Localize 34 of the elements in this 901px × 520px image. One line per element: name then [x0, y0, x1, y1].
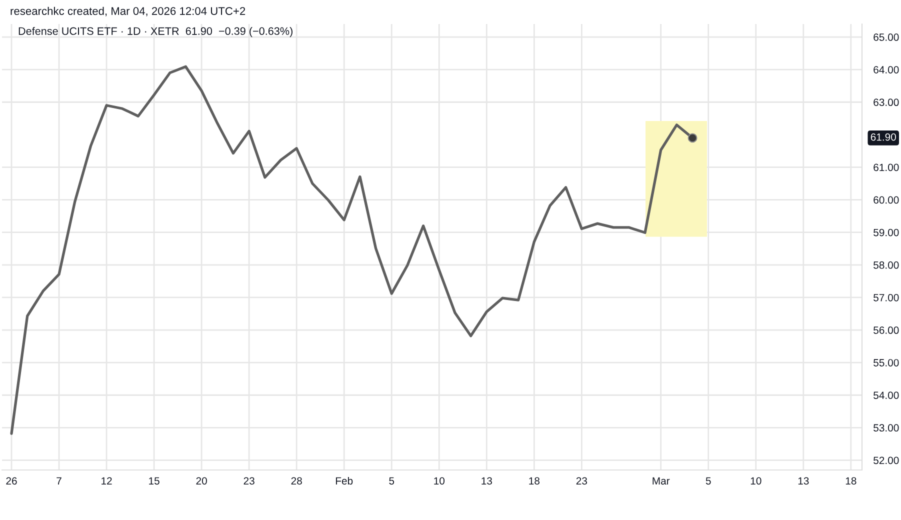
x-tick-label: 13 — [482, 477, 492, 485]
x-tick-label: 10 — [750, 477, 762, 485]
x-tick-label: 5 — [389, 477, 394, 485]
x-tick-label: 5 — [706, 477, 711, 485]
x-tick-label: 28 — [291, 477, 302, 485]
y-tick-label: 54.00 — [874, 392, 899, 399]
x-tick-label: 18 — [846, 477, 856, 485]
x-tick-label: Feb — [336, 476, 353, 485]
text: 61.90 — [870, 133, 896, 141]
x-tick-label: 18 — [529, 477, 540, 485]
y-tick-label: 64.00 — [874, 66, 899, 74]
y-tick-label: 56.00 — [874, 326, 899, 334]
y-tick-label: 59.00 — [874, 228, 899, 236]
x-tick-label: 23 — [244, 477, 254, 485]
y-tick-label: 52.00 — [874, 456, 899, 464]
x-tick-label: 20 — [196, 477, 207, 485]
y-tick-label: 53.00 — [874, 424, 899, 432]
y-tick-label: 65.00 — [874, 34, 899, 41]
x-tick-label: 7 — [56, 477, 62, 484]
x-tick-label: 15 — [149, 477, 160, 485]
y-tick-label: 61.00 — [874, 164, 899, 172]
y-tick-label: 63.00 — [874, 98, 899, 106]
chart-title: Defense UCITS ETF · 1D · XETR 61.90 −0.39 (−0.63%) — [18, 26, 292, 38]
x-tick-label: 12 — [102, 477, 112, 484]
y-tick-label: 58.00 — [874, 261, 899, 269]
text: researchkc created, Mar 04, 2026 12:04 UTC+2 — [10, 6, 246, 16]
y-tick-label: 55.00 — [874, 359, 899, 366]
x-tick-label: 10 — [434, 477, 445, 485]
y-tick-label: 60.00 — [874, 196, 899, 204]
x-tick-label: 13 — [798, 477, 809, 485]
y-tick-label: 57.00 — [874, 294, 899, 302]
x-tick-label: 23 — [576, 477, 588, 485]
x-tick-label: 26 — [6, 477, 17, 485]
x-tick-label: Mar — [652, 477, 670, 485]
